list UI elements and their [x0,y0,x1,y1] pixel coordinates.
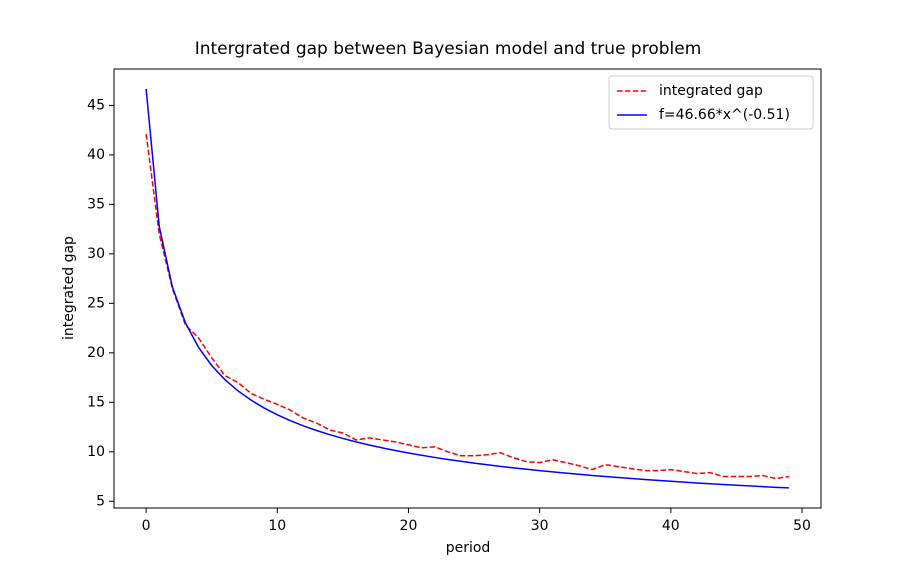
y-tick-label: 10 [87,444,105,460]
x-tick-label: 30 [531,518,549,534]
x-tick-label: 0 [142,518,151,534]
x-tick-label: 20 [400,518,418,534]
y-tick-label: 40 [87,147,105,163]
y-tick-label: 5 [96,493,105,509]
x-tick-label: 40 [662,518,680,534]
y-tick-label: 35 [87,196,105,212]
y-tick-label: 30 [87,246,105,262]
legend-label: f=46.66*x^(-0.51) [659,107,790,123]
x-tick-label: 50 [793,518,811,534]
y-tick-label: 45 [87,97,105,113]
x-tick-label: 10 [268,518,286,534]
data-line [145,134,789,480]
plot-frame [113,68,822,509]
legend-box [608,75,814,130]
y-tick-label: 20 [87,345,105,361]
y-axis-label: integrated gap [61,236,77,340]
x-axis-label: period [446,540,491,556]
chart-title: Intergrated gap between Bayesian model a… [195,39,702,59]
y-tick-label: 15 [87,394,105,410]
legend-label: integrated gap [659,83,763,99]
data-line [145,88,789,489]
y-tick-label: 25 [87,295,105,311]
